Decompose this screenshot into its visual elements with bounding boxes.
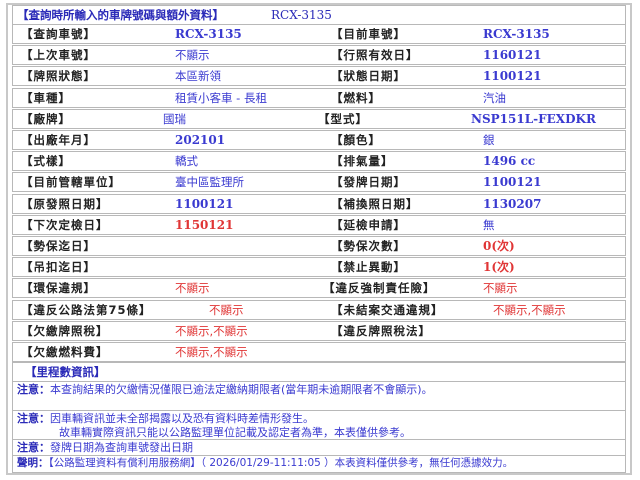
info-row: 【原發照日期】 1100121 【補換照日期】 1130207 xyxy=(12,193,626,214)
field-label: 【出廠年月】 xyxy=(21,133,96,147)
info-row: 【吊扣迄日】 【禁止異動】 1(次) xyxy=(12,257,626,278)
info-row: 【廠牌】 國瑞 【型式】 NSP151L-FEXDKR xyxy=(12,108,626,129)
note-arrears: 注意：本查詢結果的欠繳情況僅限已逾法定繳納期限者(當年期未逾期限者不會顯示)。 xyxy=(12,381,626,411)
field-value: 不顯示 xyxy=(483,281,518,296)
field-label: 【顏色】 xyxy=(331,133,381,147)
field-label: 【勢保次數】 xyxy=(331,239,406,253)
field-label: 【禁止異動】 xyxy=(331,260,406,275)
info-row: 【出廠年月】 202101 【顏色】 銀 xyxy=(12,130,626,150)
note-text: 【公路監理資料有償利用服務網】（ 2026/01/29-11:11:05 ）本表… xyxy=(48,457,514,469)
field-label: 【延檢申請】 xyxy=(331,217,406,232)
field-label: 【廠牌】 xyxy=(21,111,71,126)
info-row: 【欠繳燃料費】 不顯示,不顯示 xyxy=(12,342,626,362)
field-value: 1100121 xyxy=(483,175,542,190)
note-text: 因車輛資訊並未全部揭露以及恐有資料時差情形發生。 xyxy=(50,412,314,425)
header-plate: RCX-3135 xyxy=(271,8,332,22)
field-label: 【違反公路法第75條】 xyxy=(21,302,152,317)
field-label: 【違反牌照稅法】 xyxy=(331,323,431,338)
field-value: 本區新領 xyxy=(175,69,221,84)
info-row: 【下次定檢日】 1150121 【延檢申請】 無 xyxy=(12,214,626,235)
field-label: 【目前管轄單位】 xyxy=(21,175,121,190)
field-value: 銀 xyxy=(483,133,495,147)
field-label: 【型式】 xyxy=(318,111,368,126)
field-label: 【查詢車號】 xyxy=(21,27,96,41)
field-value: RCX-3135 xyxy=(175,27,242,41)
field-label: 【上次車號】 xyxy=(21,48,96,63)
field-value: NSP151L-FEXDKR xyxy=(471,111,596,126)
note-label: 注意： xyxy=(17,441,50,454)
field-value: 無 xyxy=(483,217,495,232)
info-row: 【勢保迄日】 【勢保次數】 0(次) xyxy=(12,236,626,256)
field-value: 1100121 xyxy=(483,69,542,84)
field-label: 【燃料】 xyxy=(331,90,381,105)
mileage-row: 【里程數資訊】 xyxy=(12,362,626,382)
note-label: 注意： xyxy=(17,412,50,425)
info-row: 【目前管轄單位】 臺中區監理所 【發牌日期】 1100121 xyxy=(12,172,626,193)
field-value: 1(次) xyxy=(483,260,515,275)
field-value: 1150121 xyxy=(175,217,234,232)
field-label: 【狀態日期】 xyxy=(331,69,406,84)
field-value: 租賃小客車 - 長租 xyxy=(175,90,267,105)
field-label: 【補換照日期】 xyxy=(331,196,419,211)
field-label: 【式樣】 xyxy=(21,154,71,169)
field-value: RCX-3135 xyxy=(483,27,550,41)
field-value: 汽油 xyxy=(483,90,506,105)
info-row: 【上次車號】 不顯示 【行照有效日】 1160121 xyxy=(12,45,626,66)
info-row: 【環保違規】 不顯示 【違反強制責任險】 不顯示 xyxy=(12,278,626,299)
field-value: 1130207 xyxy=(483,196,542,211)
field-value: 202101 xyxy=(175,133,226,147)
field-label: 【違反強制責任險】 xyxy=(323,281,436,296)
note-text-2: 故車輛實際資訊只能以公路監理單位記載及認定者為準，本表僅供參考。 xyxy=(59,426,411,439)
field-label: 【牌照狀態】 xyxy=(21,69,96,84)
field-value: 1100121 xyxy=(175,196,234,211)
field-value: 臺中區監理所 xyxy=(175,175,244,190)
mileage-heading: 【里程數資訊】 xyxy=(25,365,106,379)
info-row: 【式樣】 轎式 【排氣量】 1496 cc xyxy=(12,151,626,172)
field-label: 【目前車號】 xyxy=(331,27,406,41)
header-row: 【查詢時所輸入的車牌號碼與額外資料】 RCX-3135 xyxy=(12,5,626,25)
info-row: 【欠繳牌照稅】 不顯示,不顯示 【違反牌照稅法】 xyxy=(12,320,626,341)
info-row: 【車種】 租賃小客車 - 長租 【燃料】 汽油 xyxy=(12,87,626,108)
field-label: 【環保違規】 xyxy=(21,281,96,296)
field-value: 不顯示,不顯示 xyxy=(493,302,566,317)
field-label: 【下次定檢日】 xyxy=(21,217,109,232)
field-label: 【欠繳牌照稅】 xyxy=(21,323,109,338)
field-value: 1496 cc xyxy=(483,154,536,169)
field-value: 不顯示,不顯示 xyxy=(175,323,248,338)
field-value: 1160121 xyxy=(483,48,542,63)
header-title: 【查詢時所輸入的車牌號碼與額外資料】 xyxy=(17,8,224,22)
field-label: 【欠繳燃料費】 xyxy=(21,345,109,359)
field-label: 【車種】 xyxy=(21,90,71,105)
note-label: 聲明： xyxy=(17,457,49,469)
note-issue-date: 注意：發牌日期為查詢車號發出日期 xyxy=(12,439,626,456)
field-label: 【勢保迄日】 xyxy=(21,239,96,253)
field-value: 0(次) xyxy=(483,239,515,253)
note-label: 注意： xyxy=(17,383,50,396)
info-row: 【牌照狀態】 本區新領 【狀態日期】 1100121 xyxy=(12,66,626,87)
info-row: 【查詢車號】 RCX-3135 【目前車號】 RCX-3135 xyxy=(12,24,626,44)
info-row: 【違反公路法第75條】 不顯示 【未結案交通違規】 不顯示,不顯示 xyxy=(12,299,626,320)
field-label: 【發牌日期】 xyxy=(331,175,406,190)
field-label: 【行照有效日】 xyxy=(331,48,419,63)
note-disclosure: 注意：因車輛資訊並未全部揭露以及恐有資料時差情形發生。 故車輛實際資訊只能以公路… xyxy=(12,410,626,440)
field-value: 不顯示,不顯示 xyxy=(175,345,248,359)
note-text: 發牌日期為查詢車號發出日期 xyxy=(50,441,193,454)
vehicle-info-panel: 【查詢時所輸入的車牌號碼與額外資料】 RCX-3135 【查詢車號】 RCX-31… xyxy=(6,3,632,475)
field-value: 轎式 xyxy=(175,154,198,169)
field-label: 【吊扣迄日】 xyxy=(21,260,96,275)
field-label: 【排氣量】 xyxy=(331,154,394,169)
field-value: 不顯示 xyxy=(175,48,210,63)
field-value: 不顯示 xyxy=(209,302,244,317)
field-label: 【未結案交通違規】 xyxy=(331,302,444,317)
note-text: 本查詢結果的欠繳情況僅限已逾法定繳納期限者(當年期未逾期限者不會顯示)。 xyxy=(50,383,433,396)
field-value: 國瑞 xyxy=(163,111,186,126)
field-label: 【原發照日期】 xyxy=(21,196,109,211)
disclaimer: 聲明：【公路監理資料有償利用服務網】（ 2026/01/29-11:11:05 … xyxy=(12,455,626,473)
field-value: 不顯示 xyxy=(175,281,210,296)
